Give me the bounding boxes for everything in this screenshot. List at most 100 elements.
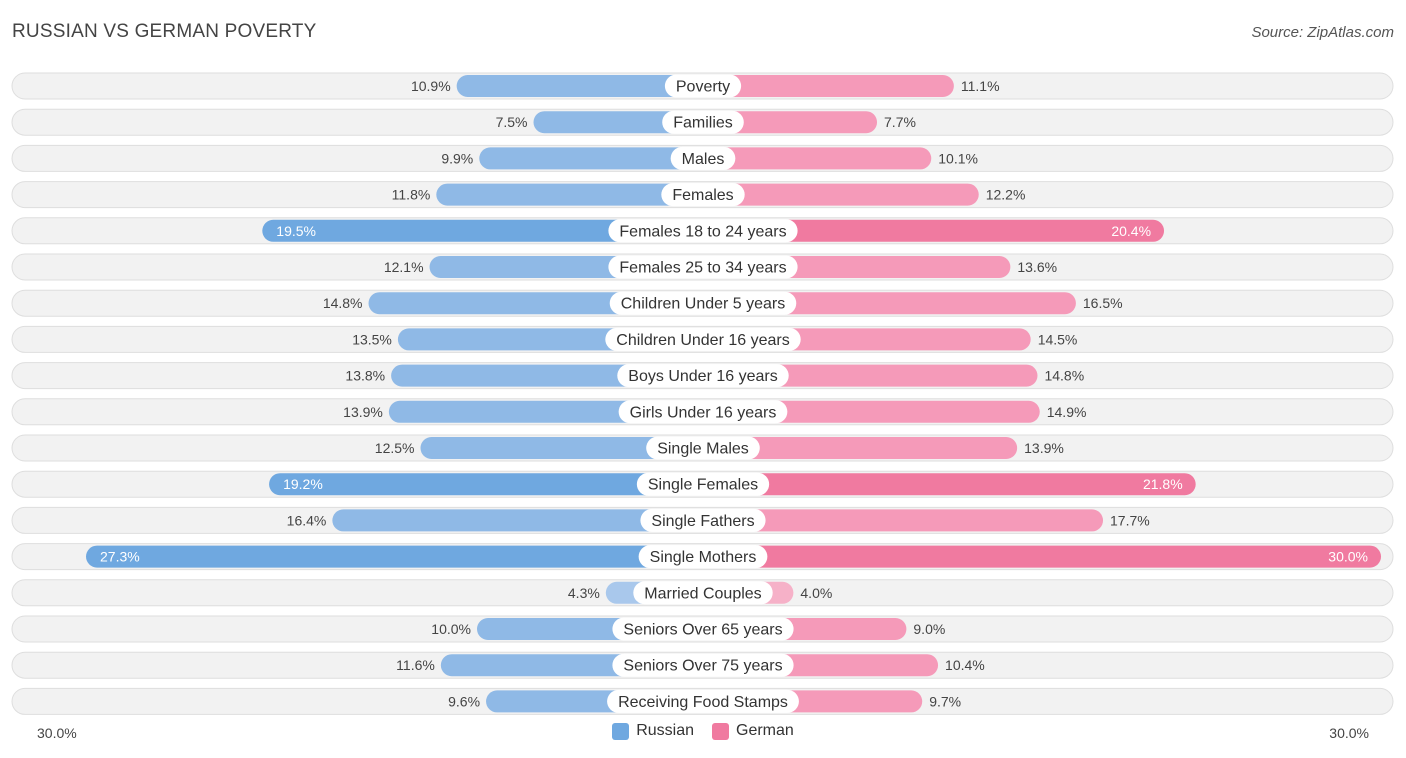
value-label-russian: 19.5% xyxy=(276,223,316,239)
category-label-box xyxy=(617,364,789,388)
bar-german[interactable] xyxy=(703,111,878,134)
bar-russian[interactable] xyxy=(86,545,703,568)
chart-row: Males 9.9% 10.1% xyxy=(11,144,1394,172)
value-label-russian: 11.8% xyxy=(392,187,431,203)
value-label-german: 10.1% xyxy=(938,150,978,166)
category-label-box xyxy=(664,74,742,98)
chart-row: Seniors Over 75 years 11.6% 10.4% xyxy=(11,651,1394,679)
category-label-box xyxy=(612,617,794,641)
category-label-box xyxy=(662,110,744,134)
category-label-box xyxy=(640,508,766,532)
value-label-german: 14.8% xyxy=(1044,368,1084,384)
category-label: Seniors Over 75 years xyxy=(623,658,782,675)
category-label: Families xyxy=(673,115,733,132)
value-label-german: 13.9% xyxy=(1024,440,1064,456)
chart-row: Married Couples 4.3% 4.0% xyxy=(11,579,1394,607)
value-label-russian: 10.9% xyxy=(411,78,451,94)
category-label: Males xyxy=(682,151,725,168)
axis-right-label: 30.0% xyxy=(1329,725,1369,741)
category-label: Single Females xyxy=(648,477,758,494)
value-label-russian: 10.0% xyxy=(431,621,471,637)
value-label-russian: 13.5% xyxy=(352,331,392,347)
value-label-russian: 7.5% xyxy=(496,114,528,130)
value-label-russian: 9.9% xyxy=(441,150,473,166)
category-label: Children Under 5 years xyxy=(621,296,786,313)
value-label-russian: 14.8% xyxy=(323,295,363,311)
category-label-box xyxy=(612,653,794,677)
legend-item-russian[interactable]: Russian xyxy=(612,722,694,740)
bar-german[interactable] xyxy=(703,75,954,97)
bar-german[interactable] xyxy=(703,147,932,170)
value-label-german: 17.7% xyxy=(1110,512,1150,528)
chart-row: Children Under 16 years 13.5% 14.5% xyxy=(11,325,1394,353)
value-label-german: 12.2% xyxy=(986,187,1026,203)
value-label-russian: 19.2% xyxy=(283,476,323,492)
chart-row: Females 11.8% 12.2% xyxy=(11,181,1394,209)
bar-german[interactable] xyxy=(703,545,1381,568)
bar-german[interactable] xyxy=(703,219,1165,242)
value-label-russian: 12.5% xyxy=(375,440,415,456)
chart-row: Families 7.5% 7.7% xyxy=(11,108,1394,136)
category-label: Receiving Food Stamps xyxy=(618,694,788,711)
value-label-russian: 27.3% xyxy=(100,549,140,565)
category-label: Females 25 to 34 years xyxy=(619,260,786,277)
category-label: Seniors Over 65 years xyxy=(623,622,782,639)
value-label-russian: 11.6% xyxy=(396,657,435,673)
legend-label-russian: Russian xyxy=(636,722,694,739)
category-label-box xyxy=(636,472,770,496)
chart-row: Boys Under 16 years 13.8% 14.8% xyxy=(11,362,1394,390)
value-label-german: 14.5% xyxy=(1038,331,1078,347)
bar-russian[interactable] xyxy=(479,147,703,170)
category-label: Girls Under 16 years xyxy=(630,404,777,421)
chart-row: Receiving Food Stamps 9.6% 9.7% xyxy=(11,687,1394,715)
bar-german[interactable] xyxy=(703,183,979,206)
chart-row: Single Fathers 16.4% 17.7% xyxy=(11,506,1394,534)
value-label-german: 9.0% xyxy=(913,621,945,637)
category-label-box xyxy=(638,545,768,569)
bar-russian[interactable] xyxy=(456,75,703,97)
bar-russian[interactable] xyxy=(269,473,703,496)
category-label-box xyxy=(618,400,788,424)
bar-russian[interactable] xyxy=(332,509,703,532)
bar-german[interactable] xyxy=(703,400,1040,423)
bar-german[interactable] xyxy=(703,473,1196,496)
category-label: Poverty xyxy=(676,79,730,96)
bar-russian[interactable] xyxy=(436,183,703,206)
value-label-german: 9.7% xyxy=(929,693,961,709)
bar-german[interactable] xyxy=(703,509,1104,532)
bar-russian[interactable] xyxy=(420,437,704,459)
chart-row: Seniors Over 65 years 10.0% 9.0% xyxy=(11,615,1394,643)
value-label-russian: 13.9% xyxy=(343,404,383,420)
category-label-box xyxy=(633,581,773,605)
chart-title: RUSSIAN VS GERMAN POVERTY xyxy=(12,21,317,42)
category-label-box xyxy=(607,689,799,713)
category-label-box xyxy=(609,291,797,315)
bar-german[interactable] xyxy=(703,437,1018,459)
legend-swatch-russian xyxy=(612,722,630,740)
category-label-box xyxy=(646,436,760,460)
legend-swatch-german xyxy=(712,722,729,740)
value-label-german: 10.4% xyxy=(945,657,985,673)
axis-left-label: 30.0% xyxy=(37,725,77,741)
value-label-russian: 13.8% xyxy=(345,368,385,384)
category-label: Females xyxy=(672,187,733,204)
legend-label-german: German xyxy=(736,722,794,739)
legend-item-german[interactable]: German xyxy=(712,722,794,740)
category-label-box xyxy=(605,327,801,351)
bar-german[interactable] xyxy=(703,292,1076,315)
value-label-german: 7.7% xyxy=(884,114,916,130)
category-label: Females 18 to 24 years xyxy=(619,223,786,240)
bar-russian[interactable] xyxy=(533,111,704,134)
bar-russian[interactable] xyxy=(262,219,703,242)
chart-row: Females 18 to 24 years 19.5% 20.4% xyxy=(11,217,1394,245)
value-label-russian: 9.6% xyxy=(448,693,480,709)
category-label: Children Under 16 years xyxy=(616,332,789,349)
value-label-russian: 16.4% xyxy=(287,512,327,528)
chart-row: Single Males 12.5% 13.9% xyxy=(11,434,1394,462)
category-label: Single Fathers xyxy=(651,513,754,530)
value-label-german: 4.0% xyxy=(800,585,832,601)
value-label-german: 20.4% xyxy=(1111,223,1151,239)
value-label-german: 13.6% xyxy=(1017,259,1057,275)
